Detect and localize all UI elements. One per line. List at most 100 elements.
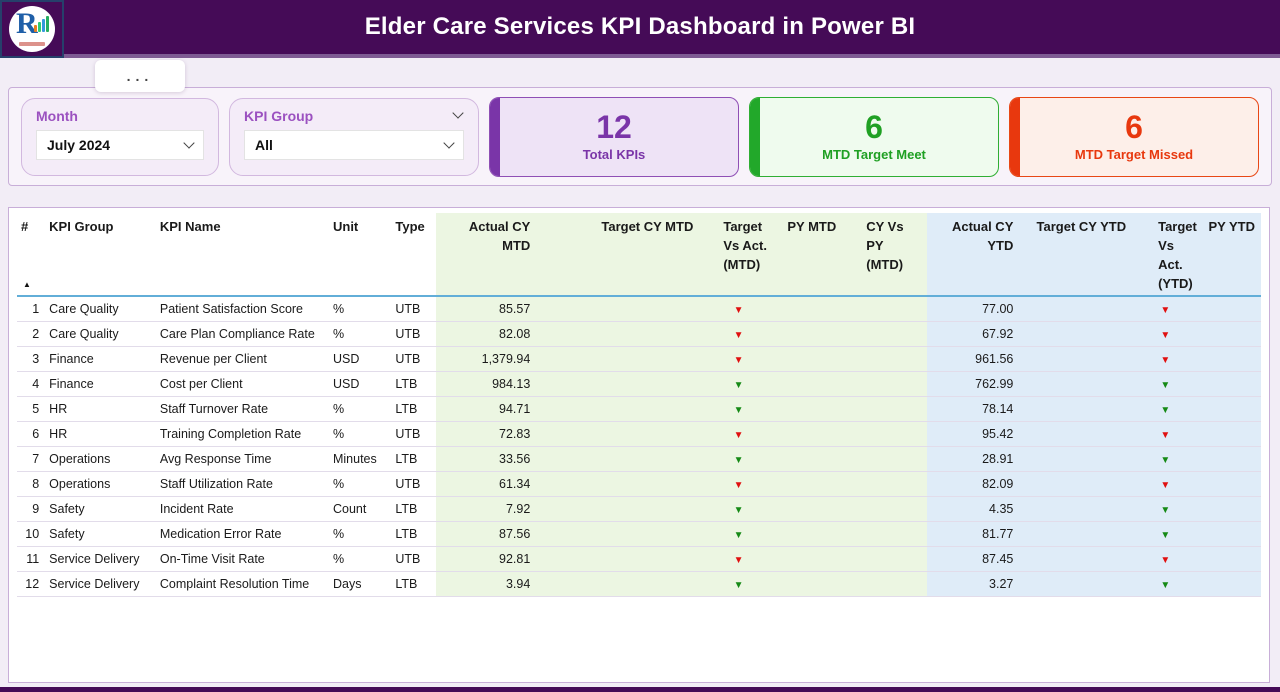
- month-dropdown[interactable]: July 2024: [36, 129, 204, 160]
- cell-tva_mtd: ▼: [699, 546, 778, 572]
- cell-actual_mtd: 984.13: [435, 371, 537, 397]
- cell-tva_ytd: ▼: [1132, 321, 1199, 347]
- cell-py_mtd: [777, 571, 843, 597]
- column-header-unit[interactable]: Unit: [328, 213, 392, 298]
- cell-actual_mtd: 33.56: [435, 446, 537, 472]
- table-row[interactable]: 9 Safety Incident Rate Count LTB 7.92 ▼ 4.35 ▼: [17, 496, 1261, 522]
- cell-py_ytd: [1198, 496, 1261, 522]
- kpi-group-slicer: KPI Group All: [229, 97, 479, 176]
- cell-target_ytd: [1019, 321, 1133, 347]
- cell-py_mtd: [777, 396, 843, 422]
- down-arrow-green-icon: ▼: [733, 529, 744, 541]
- column-header-group[interactable]: KPI Group: [45, 213, 156, 298]
- logo-letter: R: [16, 7, 38, 40]
- cell-tva_mtd: ▼: [699, 371, 778, 397]
- cell-actual_ytd: 3.27: [926, 571, 1020, 597]
- cell-num: 11: [17, 546, 46, 572]
- column-header-py_ytd[interactable]: PY YTD: [1198, 213, 1261, 298]
- column-header-name[interactable]: KPI Name: [155, 213, 329, 298]
- cell-name: On-Time Visit Rate: [155, 546, 329, 572]
- column-header-label: KPI Name: [159, 219, 221, 234]
- column-header-tva_mtd[interactable]: Target Vs Act. (MTD): [699, 213, 778, 298]
- cell-type: LTB: [391, 571, 436, 597]
- table-row[interactable]: 8 Operations Staff Utilization Rate% UTB 61.…: [17, 471, 1261, 497]
- column-header-target_mtd[interactable]: Target CY MTD: [536, 213, 700, 298]
- down-arrow-green-icon: ▼: [733, 454, 744, 466]
- column-header-target_ytd[interactable]: Target CY YTD: [1019, 213, 1133, 298]
- more-options-button[interactable]: ...: [95, 60, 185, 92]
- column-header-label: KPI Group: [49, 219, 114, 234]
- cell-py_mtd: [777, 471, 843, 497]
- cell-actual_ytd: 961.56: [926, 346, 1020, 372]
- cell-actual_ytd: 762.99: [926, 371, 1020, 397]
- table-row[interactable]: 1 Care Quality Patient Satisfaction Score%…: [17, 296, 1261, 322]
- cell-group: Safety: [45, 521, 156, 547]
- cell-group: Care Quality: [45, 296, 156, 322]
- cell-py_ytd: [1198, 421, 1261, 447]
- column-header-tva_ytd[interactable]: Target Vs Act. (YTD): [1132, 213, 1199, 298]
- cell-py_ytd: [1198, 446, 1261, 472]
- down-arrow-red-icon: ▼: [733, 429, 744, 441]
- down-arrow-red-icon: ▼: [1160, 354, 1171, 366]
- column-header-py_mtd[interactable]: PY MTD: [777, 213, 843, 298]
- table-row[interactable]: 3 Finance Revenue per Client USD UTB 1,379.94…: [17, 346, 1261, 372]
- cell-name: Staff Turnover Rate: [155, 396, 329, 422]
- kpi-table-grid: # ▲ KPI Group KPI Name Unit Type Actual CY MTD…: [17, 213, 1261, 597]
- cell-unit: Minutes: [328, 446, 392, 472]
- cell-tva_mtd: ▼: [699, 521, 778, 547]
- cell-target_ytd: [1019, 296, 1133, 322]
- cell-num: 4: [17, 371, 46, 397]
- logo-bars-icon: [34, 16, 49, 32]
- cell-cy_py_mtd: [842, 321, 927, 347]
- down-arrow-red-icon: ▼: [1160, 429, 1171, 441]
- cell-type: UTB: [391, 296, 436, 322]
- cell-actual_ytd: 87.45: [926, 546, 1020, 572]
- cell-actual_ytd: 67.92: [926, 321, 1020, 347]
- table-row[interactable]: 4 Finance Cost per Client USD LTB 984.13 ▼ 762.…: [17, 371, 1261, 397]
- column-header-cy_py_mtd[interactable]: CY Vs PY (MTD): [842, 213, 927, 298]
- cell-name: Medication Error Rate: [155, 521, 329, 547]
- cell-name: Revenue per Client: [155, 346, 329, 372]
- kpi-group-dropdown-value: All: [255, 136, 273, 153]
- column-header-label: #: [21, 219, 29, 234]
- cell-py_mtd: [777, 496, 843, 522]
- cell-num: 9: [17, 496, 46, 522]
- cell-py_ytd: [1198, 396, 1261, 422]
- cell-actual_ytd: 28.91: [926, 446, 1020, 472]
- column-header-label: CY Vs PY (MTD): [866, 219, 904, 272]
- mtd-target-meet-card: 6 MTD Target Meet: [749, 96, 999, 177]
- table-row[interactable]: 12 Service Delivery Complaint Resolution T…: [17, 571, 1261, 597]
- down-arrow-green-icon: ▼: [1160, 404, 1171, 416]
- table-row[interactable]: 5 HR Staff Turnover Rate% LTB 94.71 ▼ 78.14 ▼: [17, 396, 1261, 422]
- cell-num: 3: [17, 346, 46, 372]
- table-row[interactable]: 7 Operations Avg Response Time Minutes LTB 33…: [17, 446, 1261, 472]
- table-row[interactable]: 2 Care Quality Care Plan Compliance Rate% U…: [17, 321, 1261, 347]
- cell-tva_ytd: ▼: [1132, 521, 1199, 547]
- cell-type: LTB: [391, 396, 436, 422]
- cell-py_mtd: [777, 546, 843, 572]
- table-row[interactable]: 6 HR Training Completion Rate% UTB 72.83 ▼ 95.…: [17, 421, 1261, 447]
- cell-py_mtd: [777, 296, 843, 322]
- column-header-label: PY YTD: [1208, 219, 1255, 234]
- chevron-down-icon: [443, 136, 455, 149]
- cell-num: 8: [17, 471, 46, 497]
- table-row[interactable]: 11 Service Delivery On-Time Visit Rate% UTB…: [17, 546, 1261, 572]
- table-row[interactable]: 10 Safety Medication Error Rate% LTB 87.56 ▼ 8…: [17, 521, 1261, 547]
- down-arrow-red-icon: ▼: [733, 554, 744, 566]
- column-header-type[interactable]: Type: [391, 213, 436, 298]
- kpi-group-dropdown[interactable]: All: [244, 129, 464, 160]
- cell-tva_ytd: ▼: [1132, 371, 1199, 397]
- cell-target_mtd: [536, 546, 700, 572]
- total-kpis-label: Total KPIs: [582, 146, 646, 162]
- cell-group: Service Delivery: [45, 571, 156, 597]
- cell-actual_mtd: 1,379.94: [435, 346, 537, 372]
- column-header-actual_mtd[interactable]: Actual CY MTD: [435, 213, 537, 298]
- column-header-num[interactable]: # ▲: [17, 213, 46, 298]
- column-header-label: Target CY MTD: [601, 219, 694, 234]
- column-header-actual_ytd[interactable]: Actual CY YTD: [926, 213, 1020, 298]
- cell-type: UTB: [391, 546, 436, 572]
- cell-tva_mtd: ▼: [699, 496, 778, 522]
- cell-tva_ytd: ▼: [1132, 471, 1199, 497]
- cell-group: Finance: [45, 346, 156, 372]
- cell-tva_ytd: ▼: [1132, 446, 1199, 472]
